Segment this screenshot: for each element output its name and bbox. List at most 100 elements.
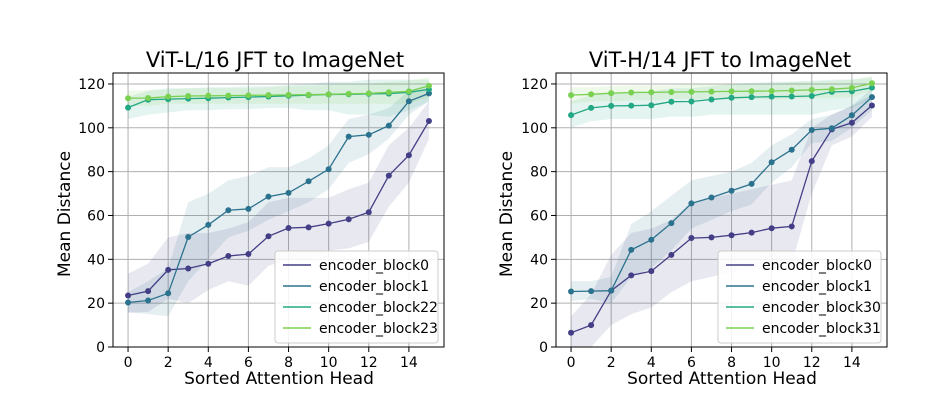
legend-label: encoder_block1 xyxy=(319,279,429,295)
data-point-encoder_block31 xyxy=(688,88,695,95)
data-point-encoder_block0 xyxy=(225,253,232,260)
y-tick-label: 120 xyxy=(78,77,105,93)
data-point-encoder_block1 xyxy=(848,112,855,119)
data-point-encoder_block1 xyxy=(345,133,352,140)
data-point-encoder_block1 xyxy=(748,180,755,187)
series-line-encoder_block30 xyxy=(570,87,873,116)
y-tick-label: 0 xyxy=(96,340,105,356)
y-tick-label: 120 xyxy=(521,77,548,93)
data-point-encoder_block31 xyxy=(608,90,615,97)
x-tick-label: 6 xyxy=(687,355,696,371)
data-point-encoder_block0 xyxy=(245,251,252,258)
x-tick-label: 12 xyxy=(360,355,378,371)
data-point-encoder_block23 xyxy=(305,91,312,98)
plot-frame-1 xyxy=(112,72,445,348)
series-line-encoder_block23 xyxy=(127,85,430,99)
data-point-encoder_block1 xyxy=(305,178,312,185)
data-point-encoder_block23 xyxy=(205,92,212,99)
series-line-encoder_block1 xyxy=(127,92,430,304)
data-point-encoder_block0 xyxy=(285,224,292,231)
data-point-encoder_block23 xyxy=(285,91,292,98)
data-point-encoder_block23 xyxy=(145,94,152,101)
data-point-encoder_block1 xyxy=(405,98,412,105)
data-point-encoder_block22 xyxy=(125,104,132,111)
data-point-encoder_block0 xyxy=(808,158,815,165)
data-point-encoder_block0 xyxy=(145,288,152,295)
legend-box xyxy=(717,250,882,344)
data-point-encoder_block0 xyxy=(568,329,575,336)
data-point-encoder_block0 xyxy=(325,220,332,227)
data-point-encoder_block1 xyxy=(788,146,795,153)
x-axis-label-1: Sorted Attention Head xyxy=(184,369,374,389)
data-point-encoder_block0 xyxy=(385,172,392,179)
data-point-encoder_block30 xyxy=(728,94,735,101)
data-point-encoder_block31 xyxy=(768,87,775,94)
data-point-encoder_block31 xyxy=(648,89,655,96)
data-point-encoder_block1 xyxy=(708,194,715,201)
data-point-encoder_block0 xyxy=(588,322,595,329)
data-point-encoder_block0 xyxy=(688,235,695,242)
data-point-encoder_block31 xyxy=(628,89,635,96)
data-point-encoder_block1 xyxy=(385,122,392,129)
data-point-encoder_block23 xyxy=(225,92,232,99)
y-tick-label: 40 xyxy=(530,252,548,268)
data-point-encoder_block0 xyxy=(668,251,675,258)
legend-label: encoder_block31 xyxy=(762,321,881,337)
data-point-encoder_block0 xyxy=(728,232,735,239)
data-point-encoder_block1 xyxy=(728,187,735,194)
data-point-encoder_block30 xyxy=(648,102,655,109)
y-tick-label: 60 xyxy=(87,208,105,224)
data-point-encoder_block0 xyxy=(648,268,655,275)
data-point-encoder_block23 xyxy=(245,92,252,99)
x-tick-label: 0 xyxy=(124,355,133,371)
data-point-encoder_block0 xyxy=(848,119,855,126)
data-point-encoder_block30 xyxy=(788,93,795,100)
data-point-encoder_block0 xyxy=(405,152,412,159)
x-tick-label: 2 xyxy=(607,355,616,371)
y-tick-label: 80 xyxy=(87,165,105,181)
data-point-encoder_block1 xyxy=(145,297,152,304)
data-point-encoder_block23 xyxy=(265,92,272,99)
data-point-encoder_block1 xyxy=(608,287,615,294)
legend-label: encoder_block22 xyxy=(319,300,438,316)
data-point-encoder_block0 xyxy=(425,118,432,125)
data-point-encoder_block0 xyxy=(205,260,212,267)
legend-label: encoder_block0 xyxy=(762,258,872,274)
data-point-encoder_block1 xyxy=(628,246,635,253)
x-tick-label: 10 xyxy=(320,355,338,371)
data-point-encoder_block30 xyxy=(748,94,755,101)
data-point-encoder_block23 xyxy=(365,90,372,97)
legend-1: encoder_block0 encoder_block1 encoder_bloc… xyxy=(274,250,439,344)
data-point-encoder_block1 xyxy=(225,207,232,214)
data-point-encoder_block23 xyxy=(185,93,192,100)
x-tick-label: 2 xyxy=(164,355,173,371)
series-line-encoder_block0 xyxy=(127,120,430,297)
legend-box xyxy=(274,250,439,344)
x-tick-label: 4 xyxy=(647,355,656,371)
chart-panel-2: ViT-H/14 JFT to ImageNet 0 2 4 6 8 10 12 14 0 20 4… xyxy=(497,48,888,389)
series-band-encoder_block0 xyxy=(128,101,429,313)
series-line-encoder_block31 xyxy=(570,82,873,96)
data-point-encoder_block0 xyxy=(628,272,635,279)
data-point-encoder_block0 xyxy=(788,223,795,230)
x-tick-label: 14 xyxy=(843,355,861,371)
data-point-encoder_block0 xyxy=(345,216,352,223)
y-tick-label: 40 xyxy=(87,252,105,268)
data-point-encoder_block1 xyxy=(205,221,212,228)
series-line-encoder_block22 xyxy=(127,88,430,109)
x-axis-label-2: Sorted Attention Head xyxy=(627,369,817,389)
legend-label: encoder_block30 xyxy=(762,300,881,316)
series-line-encoder_block0 xyxy=(570,104,873,334)
x-tick-label: 0 xyxy=(567,355,576,371)
legend-label: encoder_block0 xyxy=(319,258,429,274)
y-tick-label: 80 xyxy=(530,165,548,181)
data-point-encoder_block31 xyxy=(748,88,755,95)
data-point-encoder_block30 xyxy=(668,98,675,105)
data-point-encoder_block30 xyxy=(768,93,775,100)
data-point-encoder_block23 xyxy=(165,93,172,100)
data-point-encoder_block0 xyxy=(708,234,715,241)
series-line-encoder_block1 xyxy=(570,96,873,293)
data-point-encoder_block1 xyxy=(668,220,675,227)
data-point-encoder_block0 xyxy=(265,233,272,240)
